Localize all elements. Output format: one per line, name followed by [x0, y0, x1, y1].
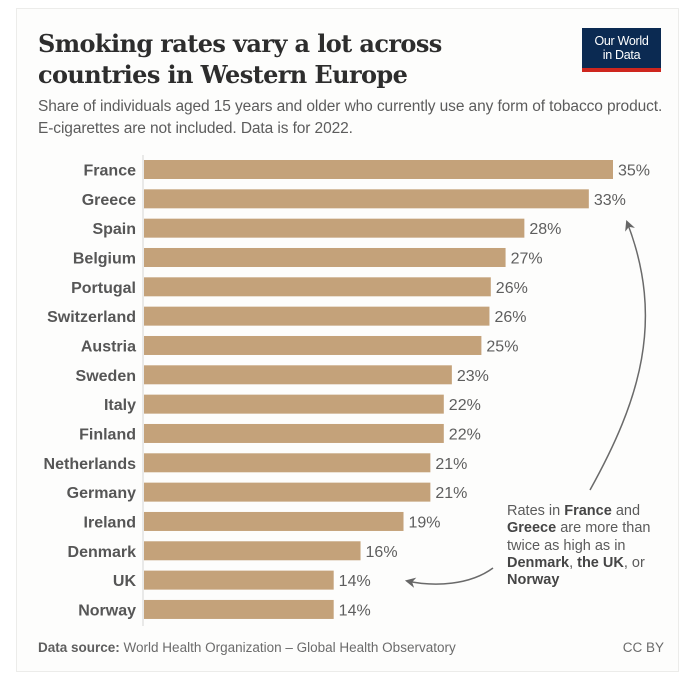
annotation-highlight: Greece	[507, 520, 557, 537]
bar-greece[interactable]	[144, 189, 589, 209]
category-label: Germany	[67, 485, 136, 502]
owid-logo[interactable]: Our World in Data	[582, 28, 661, 72]
value-label: 14%	[339, 573, 371, 590]
annotation-highlight: the UK	[577, 554, 624, 571]
chart-title: Smoking rates vary a lot across countrie…	[38, 29, 442, 89]
annotation-text: Rates in France and Greece are more than…	[507, 503, 677, 589]
category-label: Denmark	[68, 544, 137, 561]
annotation-fragment: are more than twice as high as in	[507, 520, 651, 554]
annotation-highlight: France	[564, 503, 612, 519]
category-label: Netherlands	[44, 456, 137, 473]
value-label: 16%	[366, 544, 398, 561]
value-label: 26%	[494, 309, 526, 326]
bar-spain[interactable]	[144, 218, 525, 238]
value-label: 19%	[409, 514, 441, 531]
category-label: Ireland	[84, 514, 136, 531]
annotation-fragment: , or	[623, 554, 645, 571]
value-label: 14%	[339, 602, 371, 619]
bar-germany[interactable]	[144, 482, 431, 502]
category-label: Finland	[79, 426, 136, 443]
source-label: Data source:	[38, 640, 120, 655]
annotation-fragment: and	[611, 503, 641, 519]
category-label: Italy	[104, 397, 136, 414]
chart-subtitle: Share of individuals aged 15 years and o…	[38, 98, 663, 137]
bar-ireland[interactable]	[144, 511, 404, 531]
category-label: Portugal	[71, 280, 136, 297]
value-label: 23%	[457, 368, 489, 385]
value-label: 25%	[486, 338, 518, 355]
category-label: Austria	[81, 338, 136, 355]
value-label: 28%	[529, 221, 561, 238]
bar-italy[interactable]	[144, 394, 444, 414]
annotation-arrow-left	[404, 567, 494, 588]
value-label: 26%	[496, 280, 528, 297]
value-label: 27%	[511, 250, 543, 267]
value-label: 21%	[435, 485, 467, 502]
annotation-highlight: Norway	[507, 572, 560, 589]
bar-france[interactable]	[144, 160, 613, 179]
value-label: 35%	[618, 163, 650, 180]
source-text[interactable]: World Health Organization – Global Healt…	[123, 640, 456, 655]
value-label: 33%	[594, 192, 626, 209]
category-label: Spain	[92, 221, 136, 238]
license-label[interactable]: CC BY	[622, 640, 664, 655]
value-label: 21%	[435, 456, 467, 473]
logo-line-2: in Data	[602, 48, 641, 62]
footer-source: Data source: World Health Organization –…	[38, 640, 456, 655]
category-label: France	[84, 163, 137, 180]
category-label: Norway	[78, 602, 136, 619]
bar-switzerland[interactable]	[144, 306, 490, 326]
category-label: Belgium	[73, 250, 136, 267]
category-label: Greece	[82, 192, 136, 209]
bar-belgium[interactable]	[144, 247, 506, 267]
bar-sweden[interactable]	[144, 365, 452, 385]
logo-line-1: Our World	[594, 34, 649, 48]
bar-uk[interactable]	[144, 570, 334, 590]
value-label: 22%	[449, 426, 481, 443]
category-label: Switzerland	[47, 309, 136, 326]
bar-netherlands[interactable]	[144, 453, 431, 473]
annotation-highlight: Denmark	[507, 554, 570, 571]
bar-austria[interactable]	[144, 335, 482, 355]
annotation-fragment: ,	[569, 554, 578, 571]
bar-portugal[interactable]	[144, 277, 491, 297]
category-label: Sweden	[76, 368, 136, 385]
bar-finland[interactable]	[144, 423, 444, 443]
bar-denmark[interactable]	[144, 541, 361, 561]
annotation-arrow-up	[589, 220, 647, 491]
annotation-fragment: Rates in	[507, 503, 565, 519]
category-label: UK	[113, 573, 137, 590]
value-label: 22%	[449, 397, 481, 414]
bar-norway[interactable]	[144, 599, 334, 619]
